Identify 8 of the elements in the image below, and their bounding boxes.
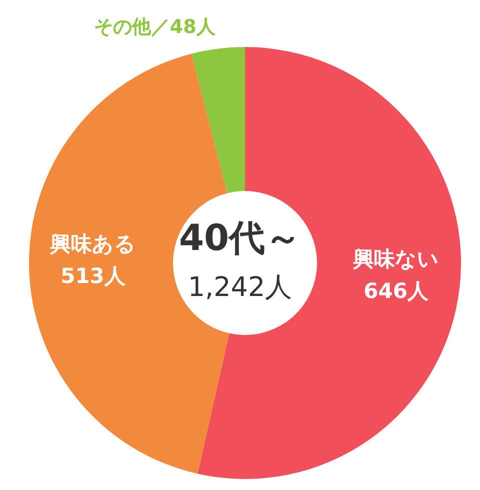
- data-label: ／48人: [150, 16, 216, 38]
- text: 40代～: [178, 218, 302, 259]
- text: 1,242人: [188, 272, 292, 303]
- slice-label: その他: [94, 16, 151, 38]
- data-label: 513人: [60, 264, 126, 288]
- slice-label: 興味ある: [49, 232, 136, 256]
- data-label: 646人: [364, 278, 430, 303]
- slice-label: 興味ない: [352, 246, 440, 271]
